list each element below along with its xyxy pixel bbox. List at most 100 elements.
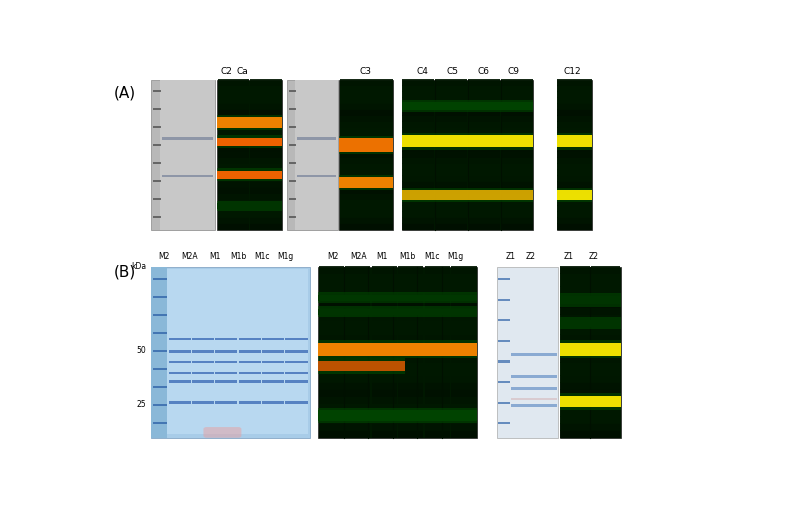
Bar <box>557 211 592 218</box>
Bar <box>217 157 249 164</box>
Bar <box>371 382 397 390</box>
Bar <box>371 369 397 376</box>
Bar <box>345 417 371 424</box>
Bar <box>560 334 590 342</box>
Bar <box>285 361 307 364</box>
Bar <box>318 362 344 369</box>
Bar <box>501 187 532 194</box>
Bar <box>451 389 476 397</box>
Bar <box>468 175 500 182</box>
Bar <box>501 181 532 188</box>
Bar <box>217 203 283 209</box>
Bar <box>402 79 435 86</box>
Bar <box>289 180 295 182</box>
Bar <box>501 223 532 230</box>
Bar <box>318 423 344 431</box>
Bar <box>425 369 450 376</box>
Bar <box>371 286 397 294</box>
Bar <box>345 389 371 397</box>
Bar <box>560 266 590 274</box>
Bar <box>217 127 249 134</box>
Bar <box>217 121 249 128</box>
Bar <box>591 321 620 328</box>
Bar <box>557 205 592 212</box>
Bar <box>250 145 282 152</box>
Bar <box>468 91 500 98</box>
Bar <box>216 337 238 340</box>
Bar <box>557 217 592 224</box>
Bar <box>371 430 397 438</box>
Bar <box>560 369 590 376</box>
Bar <box>591 430 620 438</box>
Bar <box>402 190 533 200</box>
Bar <box>345 403 371 411</box>
Bar <box>501 91 532 98</box>
Bar <box>250 175 282 182</box>
Bar <box>250 115 282 122</box>
Bar <box>152 386 167 388</box>
Bar <box>318 321 344 328</box>
Bar <box>318 266 344 274</box>
Bar <box>591 280 620 287</box>
Bar <box>289 108 295 110</box>
Bar <box>398 423 423 431</box>
Bar <box>402 145 435 152</box>
Bar <box>402 139 435 146</box>
Text: M1c: M1c <box>424 252 439 261</box>
Bar <box>250 97 282 104</box>
Bar <box>250 187 282 194</box>
Bar <box>425 396 450 403</box>
Bar <box>345 280 371 287</box>
Bar <box>425 410 450 417</box>
Bar <box>345 300 371 308</box>
Bar <box>217 193 249 200</box>
Bar <box>557 145 592 152</box>
Bar <box>560 423 590 431</box>
Bar <box>398 273 423 280</box>
Bar <box>192 350 214 353</box>
Bar <box>340 157 393 164</box>
Bar <box>557 135 592 147</box>
Bar <box>451 430 476 438</box>
Bar <box>557 199 592 206</box>
Bar <box>318 417 344 424</box>
Bar <box>152 90 161 92</box>
Bar <box>468 127 500 134</box>
Bar <box>250 205 282 212</box>
Text: M1: M1 <box>377 252 388 261</box>
Bar <box>402 211 435 218</box>
Bar <box>425 266 450 274</box>
Bar <box>250 91 282 98</box>
Bar <box>557 188 592 202</box>
Bar <box>468 115 500 122</box>
Bar <box>318 355 344 363</box>
Bar <box>591 403 620 411</box>
Bar <box>451 355 476 363</box>
Bar <box>398 341 423 349</box>
Bar <box>501 85 532 92</box>
Bar <box>557 115 592 122</box>
Bar <box>435 115 467 122</box>
Bar <box>468 109 500 116</box>
Bar <box>217 181 249 188</box>
Bar <box>318 273 344 280</box>
Bar <box>560 293 590 301</box>
Bar <box>152 350 167 352</box>
Bar <box>318 328 344 335</box>
Bar <box>217 115 283 130</box>
Bar <box>435 181 467 188</box>
Bar <box>560 396 621 407</box>
Bar <box>591 341 620 349</box>
Bar <box>398 389 423 397</box>
Bar <box>402 187 435 194</box>
Bar <box>591 355 620 363</box>
Bar <box>557 193 592 200</box>
Bar <box>318 293 344 301</box>
Bar <box>318 375 344 383</box>
Bar <box>340 211 393 218</box>
Bar <box>192 372 214 375</box>
Bar <box>591 314 620 322</box>
Bar <box>398 396 423 403</box>
Bar <box>402 100 533 112</box>
Bar <box>591 417 620 424</box>
